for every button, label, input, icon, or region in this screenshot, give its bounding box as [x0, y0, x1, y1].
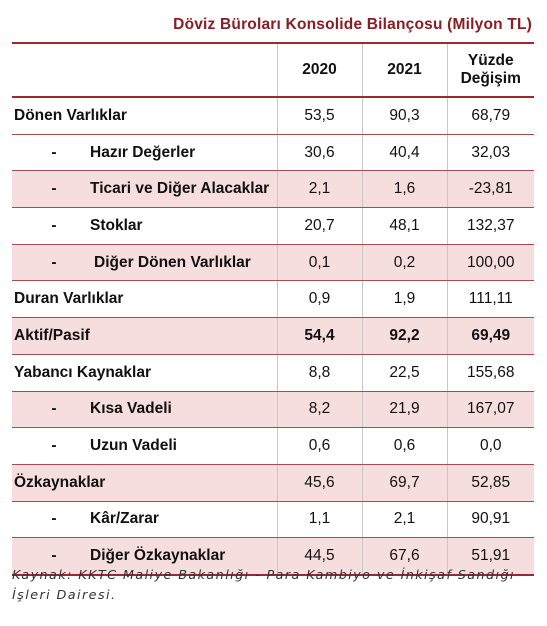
value-2020: 54,4: [277, 317, 363, 355]
value-2021: 1,6: [362, 170, 448, 209]
row-dash: -: [51, 216, 57, 234]
row-label-cell: - Stoklar: [12, 207, 278, 245]
header-2020: 2020: [277, 44, 363, 97]
table-row: - Diğer Dönen Varlıklar 0,1 0,2 100,00: [12, 244, 534, 282]
row-dash: -: [51, 437, 57, 455]
header-2021: 2021: [362, 44, 448, 97]
table-row: - Hazır Değerler 30,6 40,4 32,03: [12, 134, 534, 172]
row-label-cell: - Diğer Özkaynaklar: [12, 537, 278, 576]
row-label-cell: Duran Varlıklar: [12, 280, 278, 319]
row-label: Dönen Varlıklar: [14, 106, 127, 124]
table-row: - Kâr/Zarar 1,1 2,1 90,91: [12, 501, 534, 539]
value-2020: 44,5: [277, 537, 363, 576]
value-change: 51,91: [447, 537, 534, 576]
row-label: Kâr/Zarar: [90, 510, 159, 528]
row-label-cell: - Hazır Değerler: [12, 134, 278, 172]
row-label-cell: - Kâr/Zarar: [12, 501, 278, 539]
row-label-cell: - Ticari ve Diğer Alacaklar: [12, 170, 278, 209]
row-label-cell: Aktif/Pasif: [12, 317, 278, 355]
value-change: 167,07: [447, 391, 534, 429]
row-label: Aktif/Pasif: [14, 326, 90, 344]
row-label: Diğer Dönen Varlıklar: [94, 253, 251, 271]
row-dash: -: [51, 143, 57, 161]
value-change: 111,11: [447, 280, 534, 319]
value-2020: 20,7: [277, 207, 363, 245]
table-title: Döviz Büroları Konsolide Bilançosu (Mily…: [173, 16, 532, 33]
row-dash: -: [51, 547, 57, 565]
row-dash: -: [51, 510, 57, 528]
value-2020: 2,1: [277, 170, 363, 209]
header-change: Yüzde Değişim: [447, 44, 534, 97]
header-change-line2: Değişim: [460, 70, 521, 87]
row-label: Stoklar: [90, 216, 143, 234]
row-label-cell: - Uzun Vadeli: [12, 427, 278, 465]
value-2021: 48,1: [362, 207, 448, 245]
row-dash: -: [51, 180, 57, 198]
value-2020: 45,6: [277, 464, 363, 502]
value-2021: 21,9: [362, 391, 448, 429]
row-label: Duran Varlıklar: [14, 290, 124, 308]
value-change: 0,0: [447, 427, 534, 465]
value-change: 90,91: [447, 501, 534, 539]
value-2021: 1,9: [362, 280, 448, 319]
value-2021: 0,2: [362, 244, 448, 282]
value-change: 132,37: [447, 207, 534, 245]
row-label: Ticari ve Diğer Alacaklar: [90, 180, 270, 198]
row-label: Uzun Vadeli: [90, 437, 177, 455]
value-change: 52,85: [447, 464, 534, 502]
table-row: - Diğer Özkaynaklar 44,5 67,6 51,91: [12, 537, 534, 576]
value-2020: 8,8: [277, 354, 363, 392]
table-row: Dönen Varlıklar 53,5 90,3 68,79: [12, 97, 534, 135]
value-2021: 90,3: [362, 97, 448, 135]
row-label-cell: Dönen Varlıklar: [12, 97, 278, 135]
table-row: - Ticari ve Diğer Alacaklar 2,1 1,6 -23,8…: [12, 170, 534, 209]
row-label: Özkaynaklar: [14, 473, 106, 491]
value-2021: 0,6: [362, 427, 448, 465]
table-row: - Kısa Vadeli 8,2 21,9 167,07: [12, 391, 534, 429]
source-note: Kaynak: KKTC Maliye Bakanlığı - Para Kam…: [12, 568, 515, 603]
value-2020: 0,9: [277, 280, 363, 319]
table-row-total: Aktif/Pasif 54,4 92,2 69,49: [12, 317, 534, 355]
value-2021: 69,7: [362, 464, 448, 502]
table-row: Duran Varlıklar 0,9 1,9 111,11: [12, 280, 534, 319]
value-2020: 53,5: [277, 97, 363, 135]
table-row: - Uzun Vadeli 0,6 0,6 0,0: [12, 427, 534, 465]
value-change: 155,68: [447, 354, 534, 392]
row-label-cell: - Diğer Dönen Varlıklar: [12, 244, 278, 282]
value-change: 100,00: [447, 244, 534, 282]
value-2020: 0,1: [277, 244, 363, 282]
row-dash: -: [51, 400, 57, 418]
row-label: Diğer Özkaynaklar: [90, 547, 226, 565]
value-change: 69,49: [447, 317, 534, 355]
row-label: Hazır Değerler: [90, 143, 196, 161]
value-2021: 92,2: [362, 317, 448, 355]
value-2021: 40,4: [362, 134, 448, 172]
value-change: -23,81: [447, 170, 534, 209]
value-2021: 67,6: [362, 537, 448, 576]
header-label: [12, 44, 278, 97]
header-change-line1: Yüzde: [467, 52, 514, 69]
table-row: Özkaynaklar 45,6 69,7 52,85: [12, 464, 534, 502]
title-rule: [12, 42, 534, 44]
table-row: - Stoklar 20,7 48,1 132,37: [12, 207, 534, 245]
row-label-cell: - Kısa Vadeli: [12, 391, 278, 429]
value-change: 68,79: [447, 97, 534, 135]
value-2021: 22,5: [362, 354, 448, 392]
row-label-cell: Yabancı Kaynaklar: [12, 354, 278, 392]
value-2020: 1,1: [277, 501, 363, 539]
value-2020: 30,6: [277, 134, 363, 172]
row-dash: -: [51, 253, 57, 271]
header-row: 2020 2021 Yüzde Değişim: [12, 44, 534, 97]
value-change: 32,03: [447, 134, 534, 172]
row-label: Kısa Vadeli: [90, 400, 172, 418]
value-2021: 2,1: [362, 501, 448, 539]
balance-sheet-table: 2020 2021 Yüzde Değişim Dönen Varlıklar …: [12, 44, 534, 576]
table-row: Yabancı Kaynaklar 8,8 22,5 155,68: [12, 354, 534, 392]
value-2020: 0,6: [277, 427, 363, 465]
value-2020: 8,2: [277, 391, 363, 429]
row-label-cell: Özkaynaklar: [12, 464, 278, 502]
row-label: Yabancı Kaynaklar: [14, 363, 151, 381]
